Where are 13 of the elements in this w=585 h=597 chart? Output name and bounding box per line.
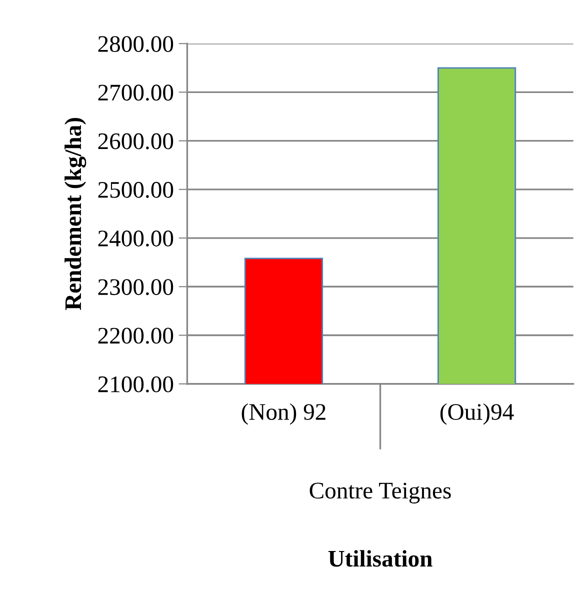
x-tick-label: (Oui)94 [440,403,514,425]
y-tick-label: 2700.00 [98,84,174,101]
text: Contre Teignes [310,482,451,504]
text: Utilisation [328,550,432,567]
y-tick-label: 2500.00 [98,182,174,198]
y-tick-label: 2100.00 [98,376,174,392]
y-tick-label: 2200.00 [98,328,174,344]
y-tick-label: 2800.00 [98,36,174,52]
y-tick-label: 2600.00 [98,133,174,150]
x-tick-label: (Non) 92 [242,403,326,425]
y-axis-title: Rendement (kg/ha) [64,118,86,310]
y-tick-label: 2400.00 [98,230,174,247]
y-tick-label: 2300.00 [98,279,174,296]
